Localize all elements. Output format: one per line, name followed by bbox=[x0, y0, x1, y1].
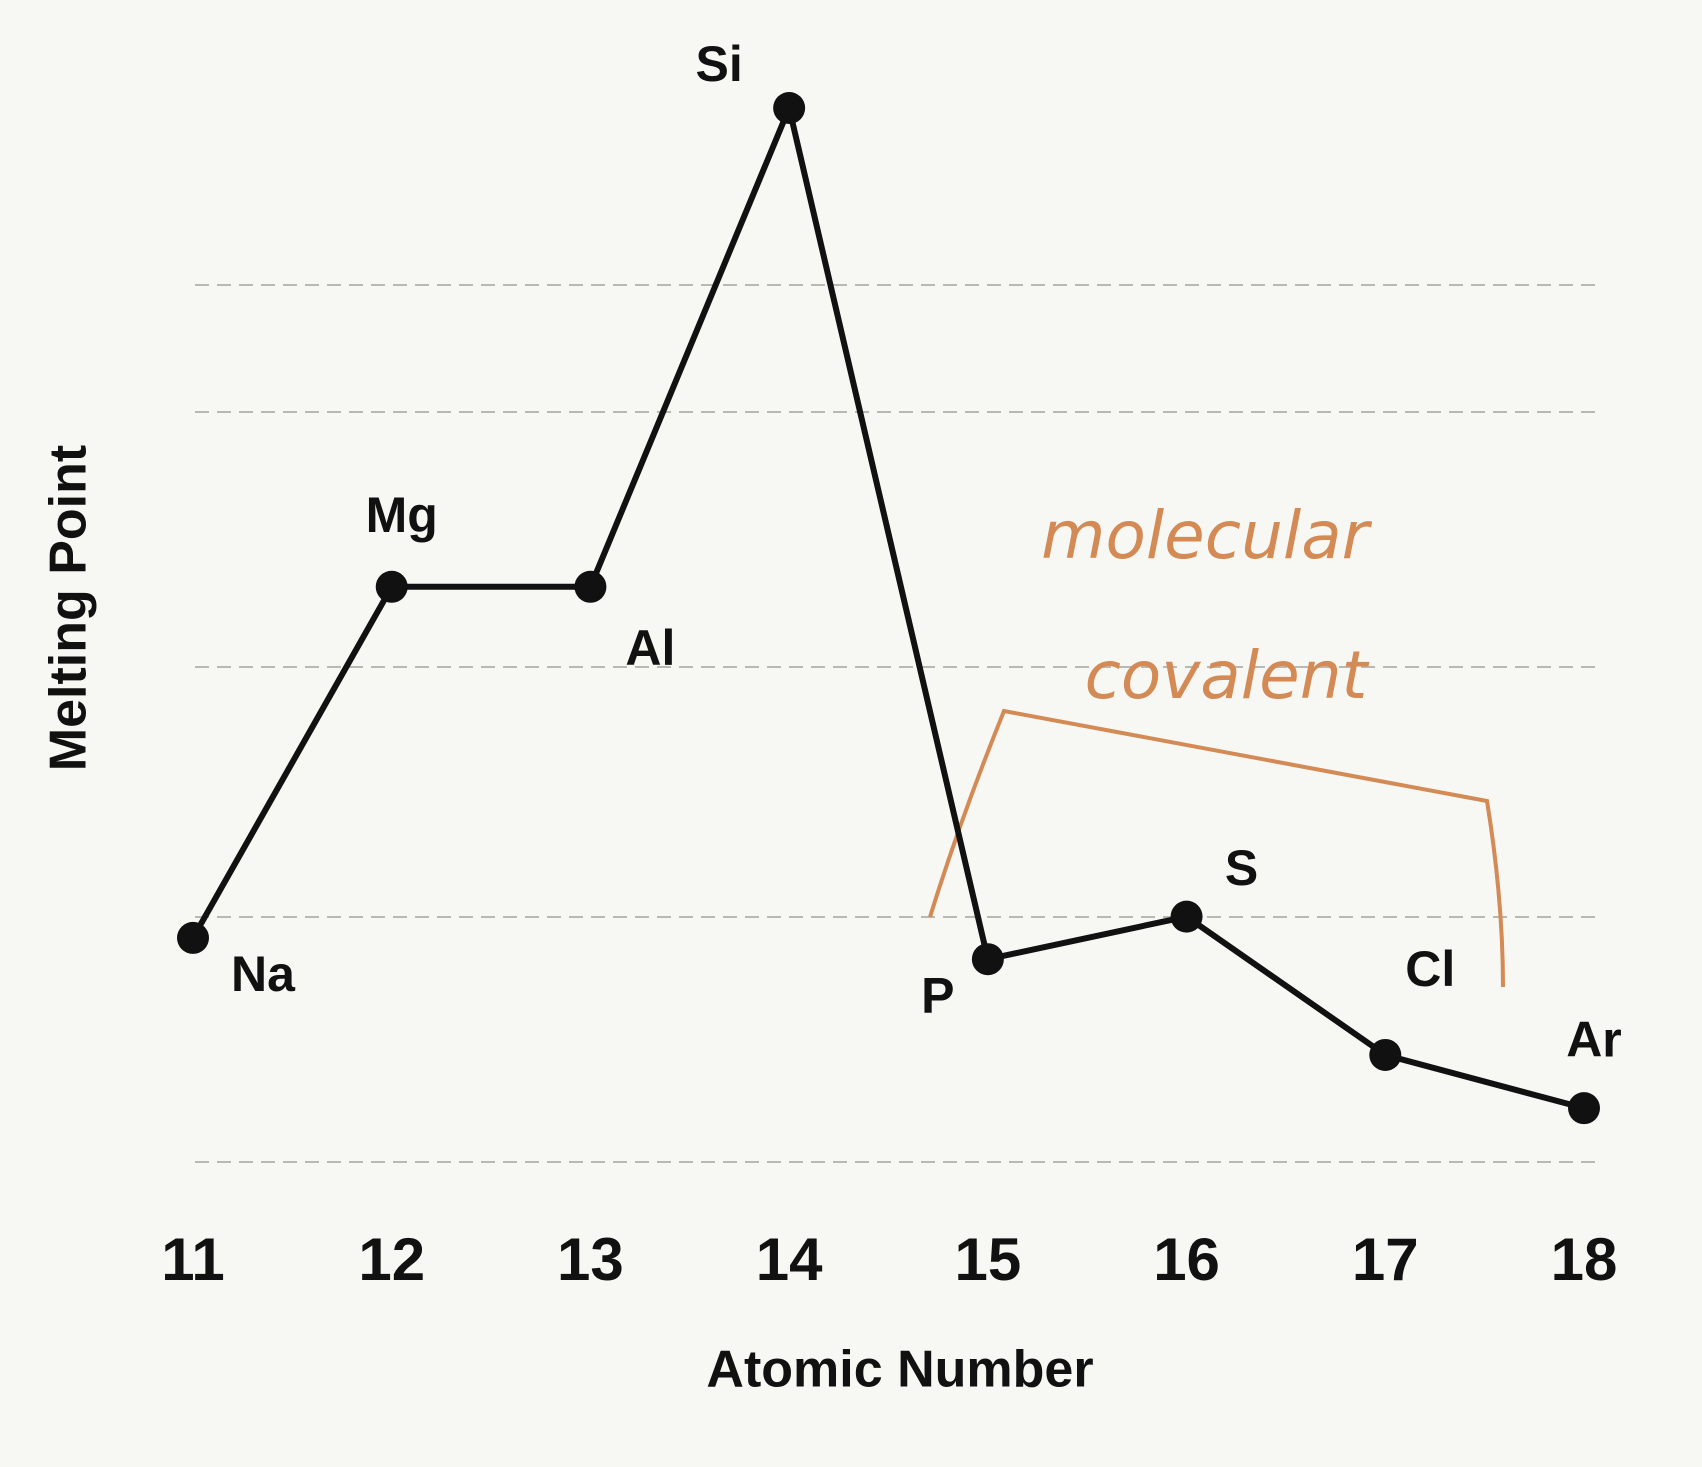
x-tick-label: 18 bbox=[1551, 1226, 1618, 1293]
x-axis-title: Atomic Number bbox=[706, 1341, 1093, 1399]
point-label: P bbox=[921, 967, 954, 1023]
point-label: S bbox=[1225, 840, 1258, 896]
bracket bbox=[928, 708, 1505, 988]
point-label: Al bbox=[625, 620, 675, 676]
annotation-line: covalent bbox=[1085, 637, 1370, 714]
point bbox=[1568, 1092, 1600, 1125]
point bbox=[773, 92, 806, 124]
point bbox=[177, 921, 209, 954]
point bbox=[574, 570, 607, 603]
point bbox=[375, 570, 408, 603]
x-tick-label: 15 bbox=[954, 1226, 1021, 1293]
y-axis-title: Melting Point bbox=[40, 445, 98, 771]
paper-lines bbox=[195, 284, 1600, 1163]
x-tick-label: 11 bbox=[161, 1226, 224, 1293]
x-tick-label: 16 bbox=[1153, 1226, 1220, 1293]
line bbox=[190, 105, 1585, 1112]
annotation-line: molecular bbox=[1041, 497, 1373, 574]
point-label: Si bbox=[696, 36, 743, 92]
x-tick-label: 14 bbox=[756, 1226, 823, 1293]
x-tick-label: 17 bbox=[1352, 1226, 1419, 1293]
point bbox=[971, 943, 1004, 976]
point-label: Mg bbox=[366, 487, 438, 543]
point-label: Ar bbox=[1566, 1011, 1622, 1067]
point bbox=[1170, 900, 1203, 933]
x-tick-label: 13 bbox=[557, 1226, 624, 1293]
point-label: Na bbox=[231, 946, 296, 1002]
x-tick-label: 12 bbox=[358, 1226, 425, 1293]
point bbox=[1369, 1038, 1402, 1071]
point-label: Cl bbox=[1405, 941, 1455, 997]
